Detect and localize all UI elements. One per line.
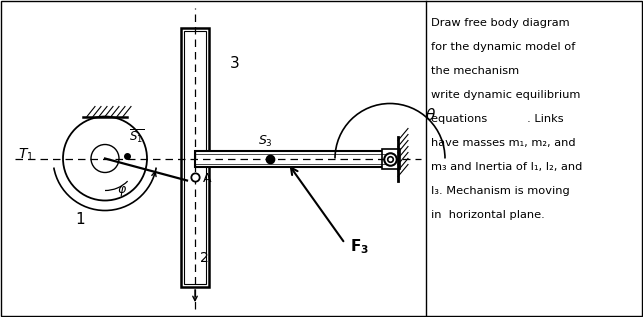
Text: write dynamic equilibrium: write dynamic equilibrium [431,90,580,100]
Text: have masses m₁, m₂, and: have masses m₁, m₂, and [431,138,575,148]
Text: 3: 3 [230,56,240,71]
Text: the mechanism: the mechanism [431,66,519,76]
Text: I₃. Mechanism is moving: I₃. Mechanism is moving [431,186,570,196]
Text: $S_3$: $S_3$ [258,133,273,149]
Text: in  horizontal plane.: in horizontal plane. [431,210,545,220]
Bar [184,31,206,284]
Bar [382,148,400,169]
Text: $\varphi$: $\varphi$ [117,184,127,198]
Text: equations           . Links: equations . Links [431,114,563,124]
Bar [181,28,209,287]
Text: for the dynamic model of: for the dynamic model of [431,42,575,52]
Text: Draw free body diagram: Draw free body diagram [431,18,570,28]
Bar [195,151,385,166]
Text: m₃ and Inertia of I₁, I₂, and: m₃ and Inertia of I₁, I₂, and [431,162,582,172]
Text: $\mathbf{F_3}$: $\mathbf{F_3}$ [350,237,369,256]
Text: $\theta$: $\theta$ [425,107,436,124]
Text: 1: 1 [75,211,85,227]
Text: $\overline{S_1}$: $\overline{S_1}$ [129,128,144,146]
Text: A: A [203,172,212,185]
Text: $T_1$: $T_1$ [18,146,33,163]
Text: 2: 2 [200,251,209,265]
